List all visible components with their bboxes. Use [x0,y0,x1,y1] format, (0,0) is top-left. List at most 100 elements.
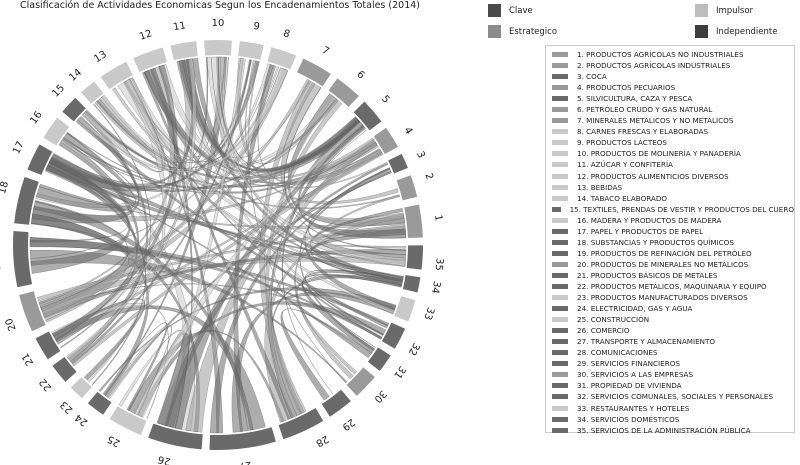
legend-item: 22. PRODUCTOS METÁLICOS, MAQUINARIA Y EQ… [552,281,794,292]
legend-label: 22. PRODUCTOS METÁLICOS, MAQUINARIA Y EQ… [577,282,767,291]
legend-swatch [552,295,568,301]
legend-swatch [552,350,568,356]
sector-arc [388,153,408,174]
legend-label: 34. SERVICIOS DOMÉSTICOS [577,414,680,424]
legend-item: 32. SERVICIOS COMUNALES, SOCIALES Y PERS… [552,391,794,402]
sector-arc [87,391,112,415]
legend-label: 9. PRODUCTOS LÁCTEOS [577,138,667,148]
legend-label: 6. PETRÓLEO CRUDO Y GAS NATURAL [577,105,713,115]
class-legend-independiente: Independiente [695,25,777,38]
sector-label: 28 [314,433,330,449]
legend-swatch [552,118,568,124]
legend-swatch [552,317,568,323]
sector-label: 12 [138,28,154,43]
chord-ribbon [52,64,178,341]
legend-swatch [552,184,568,190]
legend-swatch [552,85,568,91]
legend-swatch [552,261,568,267]
legend-label: 13. BEBIDAS [577,182,623,192]
sector-arc [373,127,398,155]
class-label: Clave [509,5,533,16]
legend-swatch [552,151,568,157]
legend-item: 4. PRODUCTOS PECUARIOS [552,82,794,93]
legend-label: 25. CONSTRUCCIÓN [577,315,650,325]
legend-swatch [552,328,568,334]
legend-swatch [552,383,568,389]
legend-item: 24. ELECTRICIDAD, GAS Y AGUA [552,303,794,314]
chord-ribbon [81,78,165,173]
legend-item: 21. PRODUCTOS BÁSICOS DE METALES [552,270,794,281]
sector-legend: 1. PRODUCTOS AGRÍCOLAS NO INDUSTRIALES 2.… [545,45,795,436]
legend-item: 30. SERVICIOS A LAS EMPRESAS [552,369,794,380]
chord-ribbon [33,200,254,431]
legend-item: 5. SILVICULTURA, CAZA Y PESCA [552,93,794,104]
chord-ribbon [66,58,197,360]
legend-label: 12. PRODUCTOS ALIMENTICIOS DIVERSOS [577,171,729,181]
chord-ribbons [29,56,407,434]
chord-diagram: 1234567891011121314151617181920212223242… [0,18,445,465]
legend-label: 24. ELECTRICIDAD, GAS Y AGUA [577,304,693,314]
legend-swatch [552,427,568,433]
legend-item: 28. COMUNICACIONES [552,347,794,358]
legend-swatch [552,173,568,179]
legend-swatch [552,361,568,367]
sector-label: 24 [73,411,90,428]
class-legend-estrategico: Estrategico [488,25,557,38]
sector-arc [35,331,61,360]
chord-ribbon [112,66,280,163]
sector-arc [43,117,70,146]
sector-arc [353,101,382,131]
chord-ribbon [105,324,172,416]
sector-arc [367,347,391,371]
legend-swatch [552,250,568,256]
sector-arc [402,275,421,293]
estrategico-swatch [488,25,501,38]
sector-label: 8 [282,28,291,40]
sector-label: 10 [212,18,225,29]
sector-arc [267,47,297,70]
sector-label: 5 [379,94,391,106]
legend-item: 12. PRODUCTOS ALIMENTICIOS DIVERSOS [552,171,794,182]
sector-label: 1 [432,214,444,222]
sector-arc [62,97,86,122]
legend-swatch [552,52,568,58]
legend-swatch [552,416,568,422]
sector-arc [70,377,92,399]
legend-label: 26. COMERCIO [577,326,630,336]
legend-item: 13. BEBIDAS [552,182,794,193]
sector-arc [100,61,133,90]
legend-label: 33. RESTAURANTES Y HOTELES [577,403,690,413]
sector-label: 9 [252,21,260,33]
chord-ribbon [30,63,271,260]
sector-label: 26 [157,453,172,465]
sector-arc [13,231,33,288]
sector-label: 2 [422,172,434,181]
legend-swatch [552,217,568,223]
legend-item: 27. TRANSPORTE Y ALMACENAMIENTO [552,336,794,347]
sector-label: 32 [406,341,422,357]
chord-ribbon [29,165,129,243]
legend-label: 8. CARNES FRESCAS Y ELABORADAS [577,127,709,137]
legend-swatch [552,96,568,102]
legend-label: 29. SERVICIOS FINANCIEROS [577,359,680,369]
sector-label: 33 [421,306,435,322]
legend-item: 35. SERVICIOS DE LA ADMINISTRACIÓN PÚBLI… [552,425,794,436]
legend-label: 21. PRODUCTOS BÁSICOS DE METALES [577,270,718,280]
sector-label: 4 [402,125,415,136]
sector-label: 16 [28,110,44,127]
legend-label: 5. SILVICULTURA, CAZA Y PESCA [577,94,693,104]
chord-ribbon [134,121,364,418]
legend-item: 16. MADERA Y PRODUCTOS DE MADERA [552,215,794,226]
sector-label: 18 [0,180,11,195]
legend-label: 31. PROPIEDAD DE VIVIENDA [577,381,682,391]
legend-swatch [552,394,568,400]
legend-label: 30. SERVICIOS A LAS EMPRESAS [577,370,694,380]
legend-swatch [552,162,568,168]
chord-ribbon [149,67,193,429]
legend-swatch [552,63,568,69]
chord-ribbon [247,60,347,384]
sector-label: 11 [172,20,186,33]
chord-ribbon [206,56,406,267]
class-label: Impulsor [716,5,754,16]
legend-swatch [552,107,568,113]
